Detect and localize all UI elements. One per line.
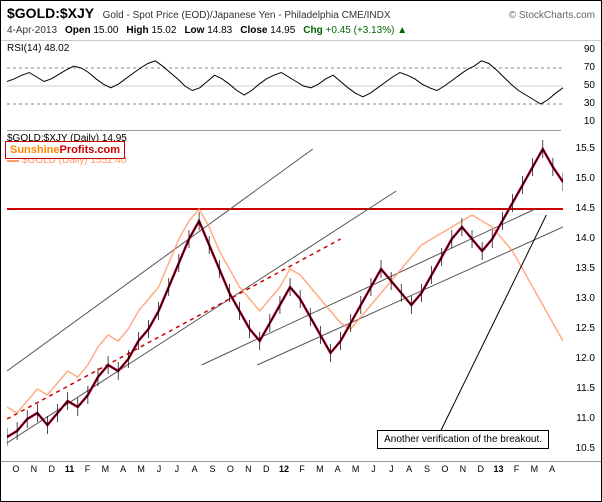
x-tick: F [293,464,311,474]
x-tick: N [25,464,43,474]
rsi-tick: 30 [584,98,595,109]
x-tick: M [96,464,114,474]
x-tick: S [418,464,436,474]
price-tick: 14.5 [576,203,595,214]
x-tick: J [382,464,400,474]
rsi-chart [7,41,563,131]
price-tick: 11.0 [576,413,595,424]
low-label: Low [184,25,204,36]
rsi-tick: 50 [584,80,595,91]
close-label: Close [240,25,267,36]
chg-label: Chg [303,25,322,36]
high-value: 15.02 [151,25,176,36]
symbol-description: Gold - Spot Price (EOD)/Japanese Yen - P… [103,10,391,21]
price-tick: 13.5 [576,263,595,274]
x-tick: 13 [490,464,508,474]
price-chart [7,131,563,461]
x-tick: N [239,464,257,474]
x-tick: J [150,464,168,474]
x-tick: A [114,464,132,474]
price-tick: 11.5 [576,383,595,394]
x-tick: A [329,464,347,474]
chg-arrow-icon: ▲ [397,25,407,36]
x-axis: OND11FMAMJJASOND12FMAMJJASOND13FMA [1,461,601,476]
price-tick: 15.5 [576,143,595,154]
x-tick: F [79,464,97,474]
open-label: Open [65,25,91,36]
x-tick: 11 [61,464,79,474]
close-value: 14.95 [270,25,295,36]
watermark-part1: Sunshine [10,144,60,156]
x-tick: O [222,464,240,474]
x-tick: M [347,464,365,474]
chart-header: $GOLD:$XJY Gold - Spot Price (EOD)/Japan… [1,1,601,41]
x-tick: 12 [275,464,293,474]
low-value: 14.83 [207,25,232,36]
x-tick: D [43,464,61,474]
rsi-tick: 10 [584,116,595,127]
price-tick: 14.0 [576,233,595,244]
x-tick: D [472,464,490,474]
open-value: 15.00 [93,25,118,36]
annotation-text: Another verification of the breakout. [384,434,542,445]
chart-container: $GOLD:$XJY Gold - Spot Price (EOD)/Japan… [0,0,602,502]
x-tick: S [204,464,222,474]
rsi-panel: RSI(14) 48.02 9070503010 [7,41,561,131]
price-tick: 10.5 [576,443,595,454]
chart-date: 4-Apr-2013 [7,25,57,36]
x-tick: M [525,464,543,474]
x-tick: N [454,464,472,474]
price-tick: 12.5 [576,323,595,334]
x-tick: M [132,464,150,474]
x-tick: D [257,464,275,474]
x-tick: A [400,464,418,474]
x-tick: M [311,464,329,474]
price-tick: 13.0 [576,293,595,304]
high-label: High [126,25,148,36]
price-tick: 15.0 [576,173,595,184]
legend-swatch-icon [7,160,19,162]
x-tick: F [508,464,526,474]
x-tick: A [543,464,561,474]
rsi-tick: 70 [584,62,595,73]
rsi-tick: 90 [584,44,595,55]
x-tick: J [168,464,186,474]
watermark: SunshineProfits.com [5,141,125,159]
price-tick: 12.0 [576,353,595,364]
x-tick: J [365,464,383,474]
attribution: © StockCharts.com [509,10,595,21]
x-tick: O [7,464,25,474]
price-panel: $GOLD:$XJY (Daily) 14.95 Volume undef $G… [7,131,561,461]
watermark-part2: Profits.com [60,144,121,156]
x-tick: O [436,464,454,474]
chg-value: +0.45 (+3.13%) [326,25,395,36]
x-tick: A [186,464,204,474]
symbol: $GOLD:$XJY [7,5,94,21]
annotation-box: Another verification of the breakout. [377,430,549,449]
